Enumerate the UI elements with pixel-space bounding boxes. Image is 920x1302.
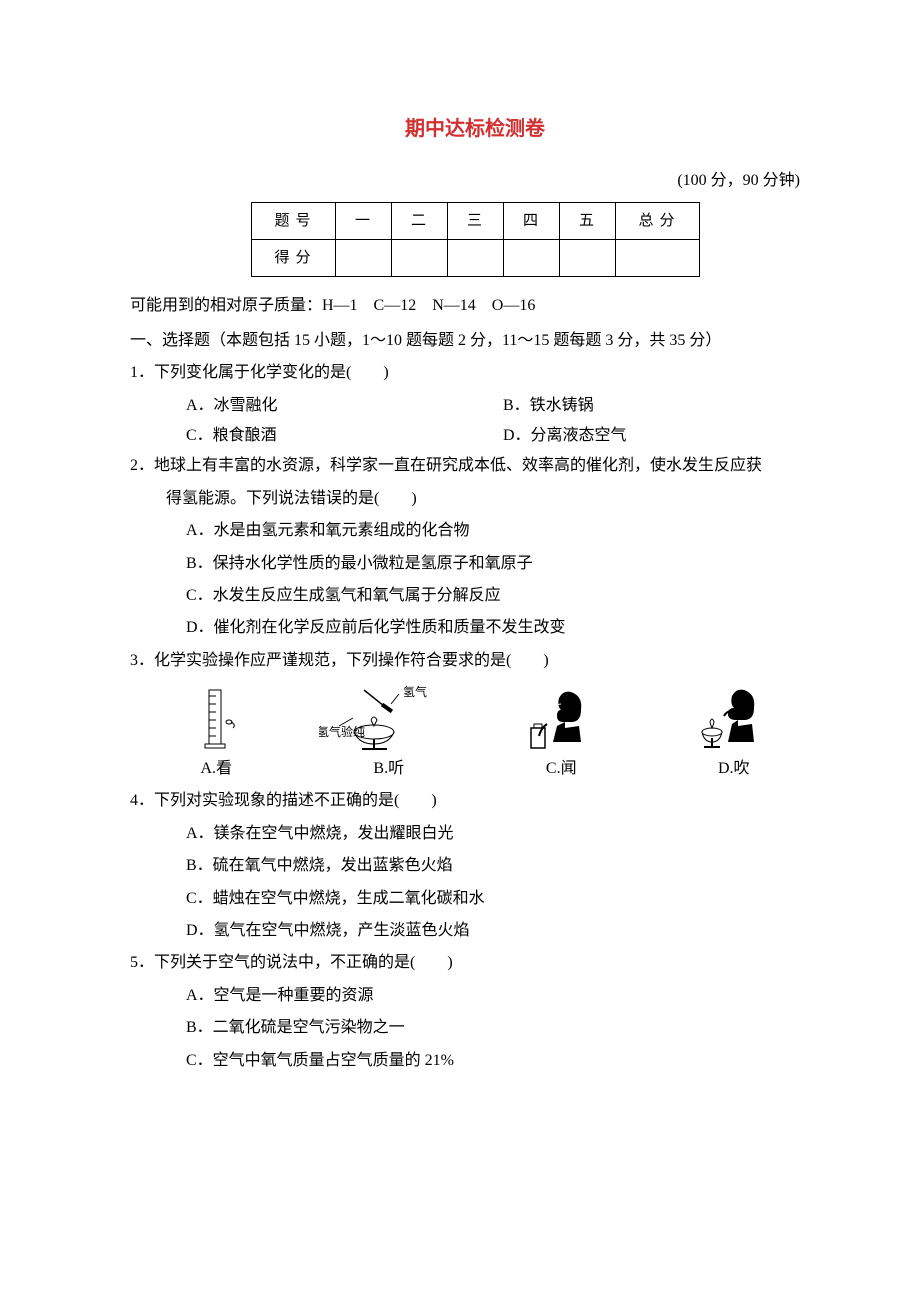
q1-option-c: C．粮食酿酒 bbox=[186, 421, 503, 451]
q4-option-c: C．蜡烛在空气中燃烧，生成二氧化碳和水 bbox=[130, 884, 820, 914]
q4-option-d: D．氢气在空气中燃烧，产生淡蓝色火焰 bbox=[130, 916, 820, 946]
q5-option-c: C．空气中氧气质量占空气质量的 21% bbox=[130, 1046, 820, 1076]
q3-fig-b-label2: 氢气验纯 bbox=[319, 724, 365, 739]
q1-options: A．冰雪融化 B．铁水铸锅 C．粮食酿酒 D．分离液态空气 bbox=[130, 391, 820, 452]
q2-option-c: C．水发生反应生成氢气和氧气属于分解反应 bbox=[130, 581, 820, 611]
score-cell bbox=[335, 240, 391, 277]
q1-stem: 1．下列变化属于化学变化的是( ) bbox=[130, 358, 820, 388]
col-header: 二 bbox=[391, 203, 447, 240]
q3-figure-row: A.看 氢气 氢气验纯 B.听 bbox=[130, 678, 820, 786]
q4-option-b: B．硫在氧气中燃烧，发出蓝紫色火焰 bbox=[130, 851, 820, 881]
q3-option-d-label: D.吹 bbox=[648, 754, 821, 784]
score-cell bbox=[391, 240, 447, 277]
row-label: 题号 bbox=[251, 203, 335, 240]
measuring-cylinder-icon bbox=[191, 682, 241, 752]
q5-option-b: B．二氧化硫是空气污染物之一 bbox=[130, 1013, 820, 1043]
q1-option-d: D．分离液态空气 bbox=[503, 421, 820, 451]
table-row: 题号 一 二 三 四 五 总分 bbox=[251, 203, 699, 240]
col-header: 五 bbox=[559, 203, 615, 240]
q4-option-a: A．镁条在空气中燃烧，发出耀眼白光 bbox=[130, 819, 820, 849]
section1-head: 一、选择题（本题包括 15 小题，1～10 题每题 2 分，11～15 题每题 … bbox=[130, 326, 820, 356]
q3-fig-d: D.吹 bbox=[648, 682, 821, 784]
atomic-mass-line: 可能用到的相对原子质量：H—1 C—12 N—14 O—16 bbox=[130, 291, 820, 321]
table-row: 得分 bbox=[251, 240, 699, 277]
col-header: 三 bbox=[447, 203, 503, 240]
score-table: 题号 一 二 三 四 五 总分 得分 bbox=[251, 202, 700, 277]
exam-info: (100 分，90 分钟) bbox=[130, 166, 820, 196]
page-title: 期中达标检测卷 bbox=[130, 110, 820, 148]
q3-fig-a: A.看 bbox=[130, 682, 303, 784]
col-header: 一 bbox=[335, 203, 391, 240]
q1-option-a: A．冰雪融化 bbox=[186, 391, 503, 421]
col-total: 总分 bbox=[615, 203, 699, 240]
q4-stem: 4．下列对实验现象的描述不正确的是( ) bbox=[130, 786, 820, 816]
q5-stem: 5．下列关于空气的说法中，不正确的是( ) bbox=[130, 948, 820, 978]
score-cell bbox=[503, 240, 559, 277]
col-header: 四 bbox=[503, 203, 559, 240]
smell-head-icon bbox=[521, 682, 601, 752]
exam-page: 期中达标检测卷 (100 分，90 分钟) 题号 一 二 三 四 五 总分 得分… bbox=[0, 0, 920, 1158]
q3-option-b-label: B.听 bbox=[303, 754, 476, 784]
q3-option-a-label: A.看 bbox=[130, 754, 303, 784]
score-cell bbox=[615, 240, 699, 277]
row-label: 得分 bbox=[251, 240, 335, 277]
q2-stem-line1: 2．地球上有丰富的水资源，科学家一直在研究成本低、效率高的催化剂，使水发生反应获 bbox=[130, 451, 820, 481]
q3-fig-b: 氢气 氢气验纯 B.听 bbox=[303, 682, 476, 784]
score-cell bbox=[559, 240, 615, 277]
blow-head-icon bbox=[694, 682, 774, 752]
q2-option-b: B．保持水化学性质的最小微粒是氢原子和氧原子 bbox=[130, 549, 820, 579]
score-cell bbox=[447, 240, 503, 277]
q3-stem: 3．化学实验操作应严谨规范，下列操作符合要求的是( ) bbox=[130, 646, 820, 676]
q3-option-c-label: C.闻 bbox=[475, 754, 648, 784]
q1-option-b: B．铁水铸锅 bbox=[503, 391, 820, 421]
q2-option-a: A．水是由氢元素和氧元素组成的化合物 bbox=[130, 516, 820, 546]
q5-option-a: A．空气是一种重要的资源 bbox=[130, 981, 820, 1011]
q3-fig-c: C.闻 bbox=[475, 682, 648, 784]
q3-fig-b-label1: 氢气 bbox=[403, 684, 427, 699]
q2-option-d: D．催化剂在化学反应前后化学性质和质量不发生改变 bbox=[130, 613, 820, 643]
q2-stem-line2: 得氢能源。下列说法错误的是( ) bbox=[130, 484, 820, 514]
hydrogen-test-icon: 氢气 氢气验纯 bbox=[319, 682, 459, 752]
